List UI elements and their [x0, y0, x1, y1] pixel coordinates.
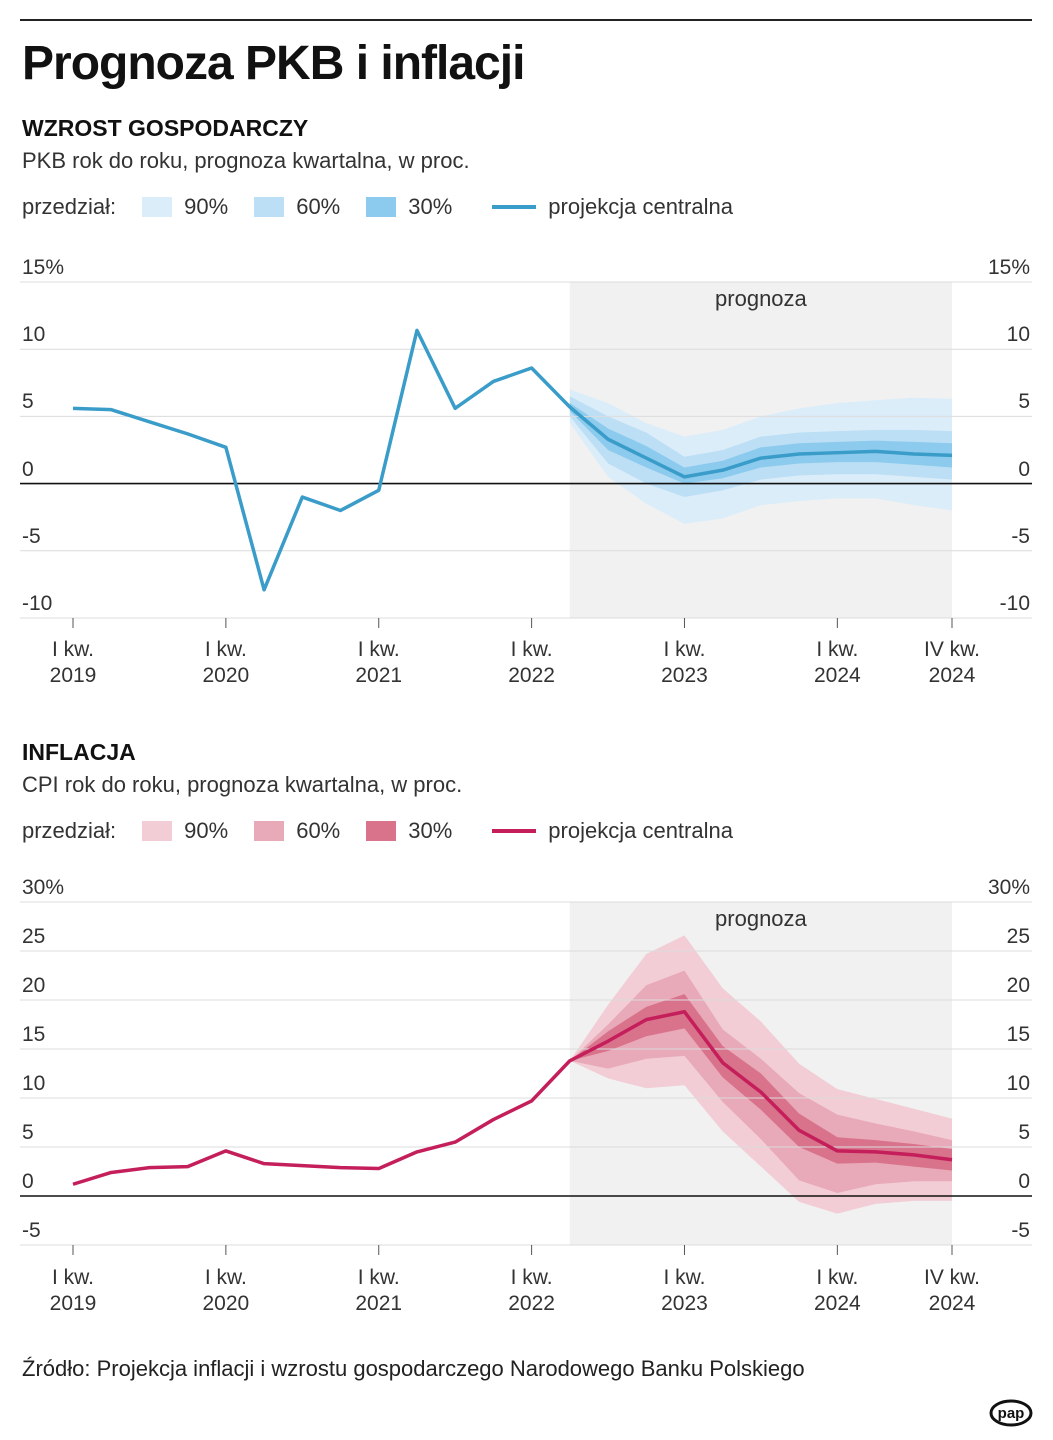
y-tick-label: 20 [22, 974, 46, 997]
legend: przedział: 90% 60% 30% projekcja centralna [22, 194, 733, 220]
legend-label: projekcja centralna [548, 818, 733, 843]
y-tick-label: 0 [22, 1170, 34, 1193]
band [569, 994, 952, 1171]
x-tick-label: IV kw. 2024 [923, 1266, 981, 1315]
y2-tick-label: -5 [1011, 524, 1030, 548]
x-tick-label: I kw. 2022 [508, 1266, 555, 1315]
y-tick-label: -5 [22, 524, 41, 548]
legend-label: 30% [408, 818, 453, 843]
x-tick-label: I kw. 2022 [508, 638, 555, 687]
y2-tick-label: 10 [1006, 1072, 1030, 1095]
top-rule [20, 19, 1032, 21]
chart: WZROST GOSPODARCZY PKB rok do roku, progn… [0, 110, 1053, 750]
legend-swatch [254, 821, 285, 841]
y-tick-label: 5 [22, 390, 34, 414]
x-tick-label: I kw. 2020 [202, 638, 250, 687]
annotation: prognoza [715, 286, 807, 311]
logo-oval [989, 1399, 1033, 1427]
legend-swatch [366, 197, 397, 217]
x-tick-label: I kw. 2023 [661, 1266, 708, 1315]
y2-tick-label: 0 [1018, 1170, 1030, 1193]
legend-label: 60% [296, 194, 341, 219]
y-tick-label: -10 [22, 592, 53, 615]
y2-tick-label: 10 [1006, 323, 1030, 347]
y2-tick-label: 20 [1006, 974, 1030, 997]
central-line [72, 328, 953, 592]
y2-tick-label: -10 [999, 592, 1030, 615]
legend-label: przedział: [22, 818, 117, 843]
central-line [72, 1010, 953, 1186]
chart-subtitle: CPI rok do roku, prognoza kwartalna, w p… [22, 772, 463, 797]
band [569, 402, 952, 484]
plot [20, 281, 1032, 628]
y2-tick-label: 25 [1006, 925, 1030, 948]
legend-swatch [366, 821, 397, 841]
legend-label: 90% [184, 818, 229, 843]
legend-label: 90% [184, 194, 229, 219]
y-tick-label: 10 [22, 1072, 46, 1095]
legend-line [492, 205, 537, 209]
y2-tick-label: 5 [1018, 1121, 1030, 1144]
page-title: Prognoza PKB i inflacji [22, 37, 525, 90]
y2-tick-label: 5 [1018, 390, 1030, 414]
legend-label: 30% [408, 194, 453, 219]
y2-tick-label: 0 [1018, 457, 1030, 481]
x-tick-label: I kw. 2024 [813, 638, 861, 687]
x-tick-label: I kw. 2023 [661, 638, 708, 687]
y2-tick-label: 15 [1006, 1023, 1030, 1046]
legend: przedział: 90% 60% 30% projekcja centralna [22, 818, 733, 844]
logo: pap [998, 1405, 1025, 1422]
chart-subtitle: PKB rok do roku, prognoza kwartalna, w p… [22, 148, 470, 173]
y2-tick-label: 15% [987, 256, 1030, 279]
y-tick-label: 5 [22, 1121, 34, 1144]
y-tick-label: 15 [22, 1023, 46, 1046]
y-tick-label: 15% [22, 256, 65, 279]
x-tick-label: I kw. 2019 [49, 1266, 97, 1315]
legend-swatch [142, 821, 173, 841]
chart: INFLACJA CPI rok do roku, prognoza kwarta… [0, 735, 1053, 1375]
x-tick-label: I kw. 2021 [355, 638, 403, 687]
y-tick-label: 10 [22, 323, 46, 347]
legend-swatch [142, 197, 173, 217]
chart-title: INFLACJA [22, 739, 136, 765]
y2-tick-label: 30% [987, 876, 1030, 899]
plot [20, 901, 1032, 1255]
legend-label: projekcja centralna [548, 194, 733, 219]
y-tick-label: 25 [22, 925, 46, 948]
x-tick-label: I kw. 2024 [813, 1266, 861, 1315]
legend-line [492, 829, 537, 833]
source: Źródło: Projekcja inflacji i wzrostu gos… [22, 1356, 805, 1381]
legend-label: 60% [296, 818, 341, 843]
x-tick-label: I kw. 2019 [49, 638, 97, 687]
annotation: prognoza [715, 906, 807, 931]
y2-tick-label: -5 [1011, 1219, 1030, 1242]
legend-swatch [254, 197, 285, 217]
x-tick-label: IV kw. 2024 [923, 638, 981, 687]
x-tick-label: I kw. 2020 [202, 1266, 250, 1315]
y-tick-label: -5 [22, 1219, 41, 1242]
y-tick-label: 0 [22, 457, 34, 481]
legend-label: przedział: [22, 194, 117, 219]
x-tick-label: I kw. 2021 [355, 1266, 403, 1315]
chart-title: WZROST GOSPODARCZY [22, 115, 309, 141]
y-tick-label: 30% [22, 876, 65, 899]
